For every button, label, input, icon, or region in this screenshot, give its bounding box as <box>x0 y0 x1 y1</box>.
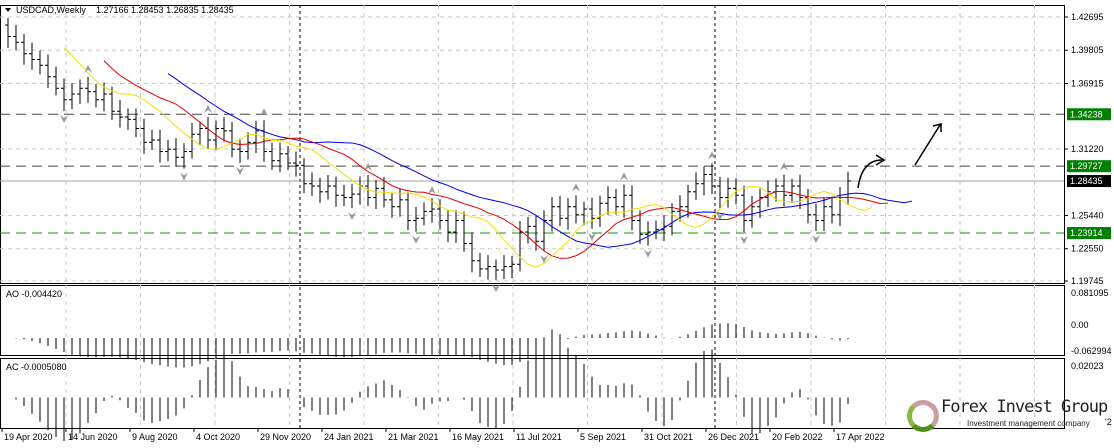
x-tick-label: 16 May 2021 <box>452 432 504 442</box>
fractal-down-icon <box>492 284 500 293</box>
level-label: 1.23914 <box>1070 228 1103 238</box>
logo-ring-icon <box>907 400 939 432</box>
logo-name: Forex Invest Group OU <box>941 397 1114 417</box>
y-tick-label: 1.39805 <box>1071 45 1104 55</box>
fractal-down-icon <box>540 255 548 264</box>
fractal-down-icon <box>348 212 356 221</box>
dropdown-triangle-icon <box>5 8 11 12</box>
fractal-up-icon <box>708 151 716 160</box>
level-badge <box>1067 227 1111 240</box>
x-tick-label: 24 Jan 2021 <box>324 432 374 442</box>
x-tick-label: 4 Oct 2020 <box>196 432 240 442</box>
fractal-down-icon <box>716 212 724 221</box>
chart-ohlc: 1.27166 1.28453 1.26835 1.28435 <box>96 5 234 15</box>
y-tick-label: 1.42695 <box>1071 12 1104 22</box>
x-tick-label: 29 Nov 2020 <box>260 432 311 442</box>
x-tick-label: 26 Dec 2021 <box>708 432 759 442</box>
annotation-arrow-up <box>914 124 941 166</box>
ma-yellow-line <box>63 47 873 268</box>
ac-tick-label: 0.02023 <box>1071 361 1104 371</box>
x-tick-label: 14 Jun 2020 <box>68 432 118 442</box>
logo-tagline: Investment management company <box>967 419 1090 428</box>
annotation-arrowhead-icon <box>932 123 942 132</box>
ma-blue-line <box>167 73 913 248</box>
ao-tick-label: 0.00 <box>1071 320 1089 330</box>
fractal-down-icon <box>740 235 748 244</box>
fractal-up-icon <box>780 162 788 171</box>
level-label: 1.29727 <box>1070 161 1103 171</box>
chart-symbol: USDCAD,Weekly <box>16 5 86 15</box>
x-tick-label: 17 Apr 2022 <box>836 432 885 442</box>
fractal-up-icon <box>364 163 372 172</box>
annotation-arrow-curve <box>857 159 883 189</box>
fractal-up-icon <box>260 108 268 117</box>
annotation-arrowhead-icon <box>875 154 886 166</box>
fractal-down-icon <box>60 115 68 124</box>
level-badge <box>1067 108 1111 121</box>
x-tick-label: 5 Sep 2021 <box>580 432 626 442</box>
y-tick-label: 1.22550 <box>1071 244 1104 254</box>
fractal-down-icon <box>180 172 188 181</box>
fractal-down-icon <box>588 232 596 241</box>
x-tick-label: 20 Feb 2022 <box>772 432 823 442</box>
level-label: 1.34238 <box>1070 109 1103 119</box>
logo: Forex Invest Group OU Investment managem… <box>905 397 1114 433</box>
ao-label: AO -0.004420 <box>6 289 62 299</box>
ma-red-line <box>103 60 889 259</box>
ao-tick-label: -0.062994 <box>1071 346 1112 356</box>
level-badge <box>1067 175 1111 188</box>
y-tick-label: 1.19745 <box>1071 276 1104 286</box>
fractal-up-icon <box>428 186 436 195</box>
y-tick-label: 1.36915 <box>1071 78 1104 88</box>
x-tick-label: 19 Apr 2020 <box>4 432 53 442</box>
x-tick-label: 11 Jul 2021 <box>516 432 562 442</box>
fractal-down-icon <box>412 235 420 244</box>
x-tick-label: 9 Aug 2020 <box>132 432 178 442</box>
fractal-up-icon <box>84 64 92 73</box>
fractal-up-icon <box>204 105 212 114</box>
fractal-down-icon <box>812 235 820 244</box>
ac-pane <box>0 358 1065 429</box>
fractal-up-icon <box>572 183 580 192</box>
level-label: 1.28435 <box>1070 176 1103 186</box>
x-tick-label: 21 Mar 2021 <box>388 432 439 442</box>
logo-suffix: '2 <box>1105 417 1112 427</box>
y-tick-label: 1.25440 <box>1071 210 1104 220</box>
fractal-down-icon <box>236 167 244 176</box>
x-tick-label: 31 Oct 2021 <box>644 432 693 442</box>
y-tick-label: 1.31220 <box>1071 144 1104 154</box>
fractal-up-icon <box>620 172 628 181</box>
ac-label: AC -0.0005080 <box>6 362 67 372</box>
ao-tick-label: 0.081095 <box>1071 288 1109 298</box>
ao-pane <box>0 285 1065 356</box>
fractal-down-icon <box>644 249 652 258</box>
main-pane <box>0 5 1065 284</box>
level-badge <box>1067 160 1111 173</box>
